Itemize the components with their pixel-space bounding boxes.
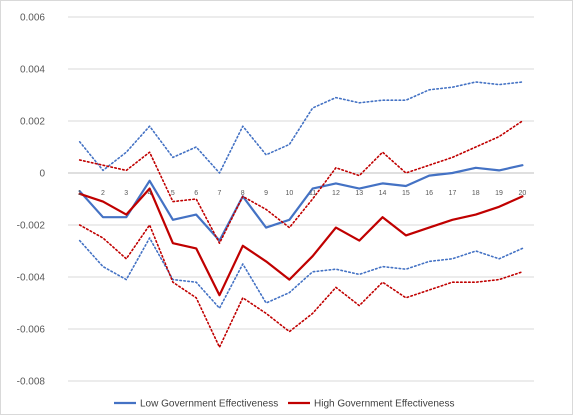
- x-tick-label: 11: [309, 190, 316, 197]
- x-tick-label: 17: [449, 190, 457, 197]
- y-tick-label: -0.006: [17, 325, 46, 336]
- x-tick-label: 18: [472, 190, 480, 197]
- y-axis-ticks: 0.006 0.004 0.002 0 -0.002 -0.004 -0.006 -0.008: [17, 13, 46, 388]
- y-tick-label: 0.006: [20, 13, 45, 24]
- y-tick-label: 0: [39, 169, 45, 180]
- legend-label: Low Government Effectiveness: [140, 399, 278, 410]
- y-tick-label: 0.002: [20, 117, 45, 128]
- gridlines: [68, 16, 534, 382]
- x-tick-label: 13: [355, 190, 363, 197]
- series-layer: [78, 81, 524, 349]
- confidence-band-line-2: [78, 237, 524, 310]
- y-tick-label: 0.004: [20, 65, 45, 76]
- x-tick-label: 16: [425, 190, 433, 197]
- x-tick-label: 12: [332, 190, 340, 197]
- confidence-band-line-1: [78, 81, 524, 174]
- y-tick-label: -0.008: [17, 377, 46, 388]
- x-tick-label: 15: [402, 190, 410, 197]
- x-tick-label: 8: [241, 190, 245, 197]
- x-axis-ticks: 1 2 3 4 5 6 7 8 9 10 11 12 13 14 15 16 17 18 19 20: [78, 190, 527, 197]
- x-tick-label: 5: [171, 190, 175, 197]
- confidence-band-line-4: [78, 120, 524, 244]
- legend-label: High Government Effectiveness: [314, 399, 454, 410]
- x-tick-label: 10: [285, 190, 293, 197]
- x-tick-label: 2: [101, 190, 105, 197]
- x-tick-label: 14: [379, 190, 387, 197]
- x-tick-label: 9: [264, 190, 268, 197]
- confidence-band-line-5: [78, 224, 524, 349]
- y-tick-label: -0.002: [17, 221, 46, 232]
- x-tick-label: 3: [124, 190, 128, 197]
- y-tick-label: -0.004: [17, 273, 46, 284]
- x-tick-label: 4: [148, 190, 152, 197]
- x-tick-label: 1: [78, 190, 82, 197]
- series-line-low-government-effectiveness: [78, 164, 524, 242]
- x-tick-label: 7: [217, 190, 221, 197]
- x-tick-label: 19: [495, 190, 503, 197]
- series-line-high-government-effectiveness: [78, 187, 524, 297]
- legend: Low Government Effectiveness High Governm…: [114, 399, 454, 410]
- x-tick-label: 20: [518, 190, 526, 197]
- x-tick-label: 6: [194, 190, 198, 197]
